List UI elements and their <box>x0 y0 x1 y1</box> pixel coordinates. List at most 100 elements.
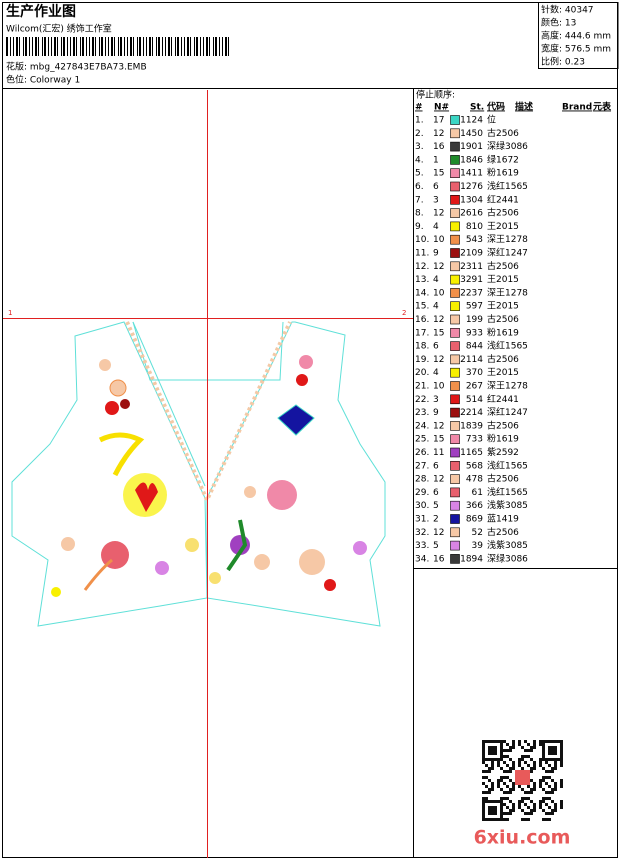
qr-module <box>554 806 557 809</box>
bar <box>184 37 185 56</box>
qr-module <box>509 800 512 803</box>
row-index: 24. <box>415 421 429 431</box>
qr-module <box>503 782 506 785</box>
bar <box>80 37 81 56</box>
qr-module <box>551 788 554 791</box>
stat: 高度: 444.6 mm <box>541 30 611 42</box>
stitches: 933 <box>466 328 483 338</box>
qr-module <box>485 776 488 779</box>
qr-module <box>551 791 554 794</box>
qr-module <box>530 809 533 812</box>
qr-module <box>548 758 551 761</box>
stitches: 1276 <box>460 182 483 192</box>
column-header: 代码 <box>486 101 505 113</box>
needle: 5 <box>433 501 439 511</box>
bar <box>82 37 84 56</box>
bar <box>137 37 138 56</box>
qr-module <box>518 785 521 788</box>
qr-module <box>533 740 536 743</box>
row-index: 19. <box>415 355 429 365</box>
qr-module <box>497 785 500 788</box>
row-index: 20. <box>415 368 429 378</box>
column-header: # <box>415 103 423 113</box>
stitches: 2237 <box>460 288 483 298</box>
bar <box>196 37 198 56</box>
bar <box>13 37 14 56</box>
qr-module <box>482 815 485 818</box>
qr-module <box>518 800 521 803</box>
qr-module <box>497 761 500 764</box>
stitches: 2109 <box>460 249 483 259</box>
qr-module <box>500 797 503 800</box>
canvas-mark: 1 <box>8 309 12 317</box>
needle: 9 <box>433 408 439 418</box>
color-swatch <box>450 248 460 258</box>
qr-module <box>524 812 527 815</box>
needle: 2 <box>433 515 439 525</box>
qr-module <box>482 740 485 743</box>
qr-module <box>533 785 536 788</box>
qr-module <box>500 803 503 806</box>
qr-module <box>530 758 533 761</box>
stat: 针数: 40347 <box>541 4 594 16</box>
row-index: 27. <box>415 461 429 471</box>
qr-module <box>542 755 545 758</box>
qr-module <box>485 770 488 773</box>
stitches: 514 <box>466 395 483 405</box>
stitches: 39 <box>472 541 484 551</box>
color-swatch <box>450 327 460 338</box>
description: 深红1247 <box>487 406 528 418</box>
qr-module <box>488 758 491 761</box>
qr-module <box>524 797 527 800</box>
qr-module <box>503 770 506 773</box>
row-index: 12. <box>415 262 429 272</box>
color-swatch <box>450 394 460 405</box>
qr-module <box>542 743 545 746</box>
qr-module <box>554 761 557 764</box>
description: 深绿3086 <box>487 140 528 152</box>
bar <box>130 37 132 56</box>
qr-module <box>485 818 488 821</box>
qr-module <box>491 761 494 764</box>
qr-module <box>488 788 491 791</box>
bar <box>19 37 20 56</box>
stitches: 1901 <box>460 142 483 152</box>
stitches: 478 <box>466 475 483 485</box>
color-swatch <box>450 460 460 471</box>
qr-module <box>509 788 512 791</box>
qr-module <box>539 761 542 764</box>
description: 浅紫3085 <box>487 499 528 511</box>
qr-module <box>482 803 485 806</box>
qr-module <box>494 800 497 803</box>
qr-module <box>500 743 503 746</box>
qr-module <box>518 764 521 767</box>
qr-module <box>530 749 533 752</box>
qr-module <box>482 791 485 794</box>
row-index: 31. <box>415 515 429 525</box>
stitches: 2114 <box>460 355 483 365</box>
qr-module <box>488 749 491 752</box>
qr-module <box>482 776 485 779</box>
qr-module <box>560 785 563 788</box>
needle: 3 <box>433 195 439 205</box>
qr-module <box>494 749 497 752</box>
qr-module <box>500 767 503 770</box>
qr-module <box>512 803 515 806</box>
bar <box>213 37 214 56</box>
qr-module <box>497 779 500 782</box>
stitches: 61 <box>472 488 483 498</box>
qr-module <box>539 806 542 809</box>
qr-module <box>521 788 524 791</box>
qr-module <box>488 752 491 755</box>
description: 古2506 <box>487 313 519 325</box>
qr-module <box>488 746 491 749</box>
qr-module <box>524 761 527 764</box>
needle: 1 <box>433 155 439 165</box>
qr-module <box>560 803 563 806</box>
stat: 颜色: 13 <box>541 17 576 29</box>
qr-module <box>554 785 557 788</box>
qr-module <box>539 764 542 767</box>
bar <box>48 37 49 56</box>
qr-module <box>485 785 488 788</box>
color-swatch <box>450 434 460 445</box>
